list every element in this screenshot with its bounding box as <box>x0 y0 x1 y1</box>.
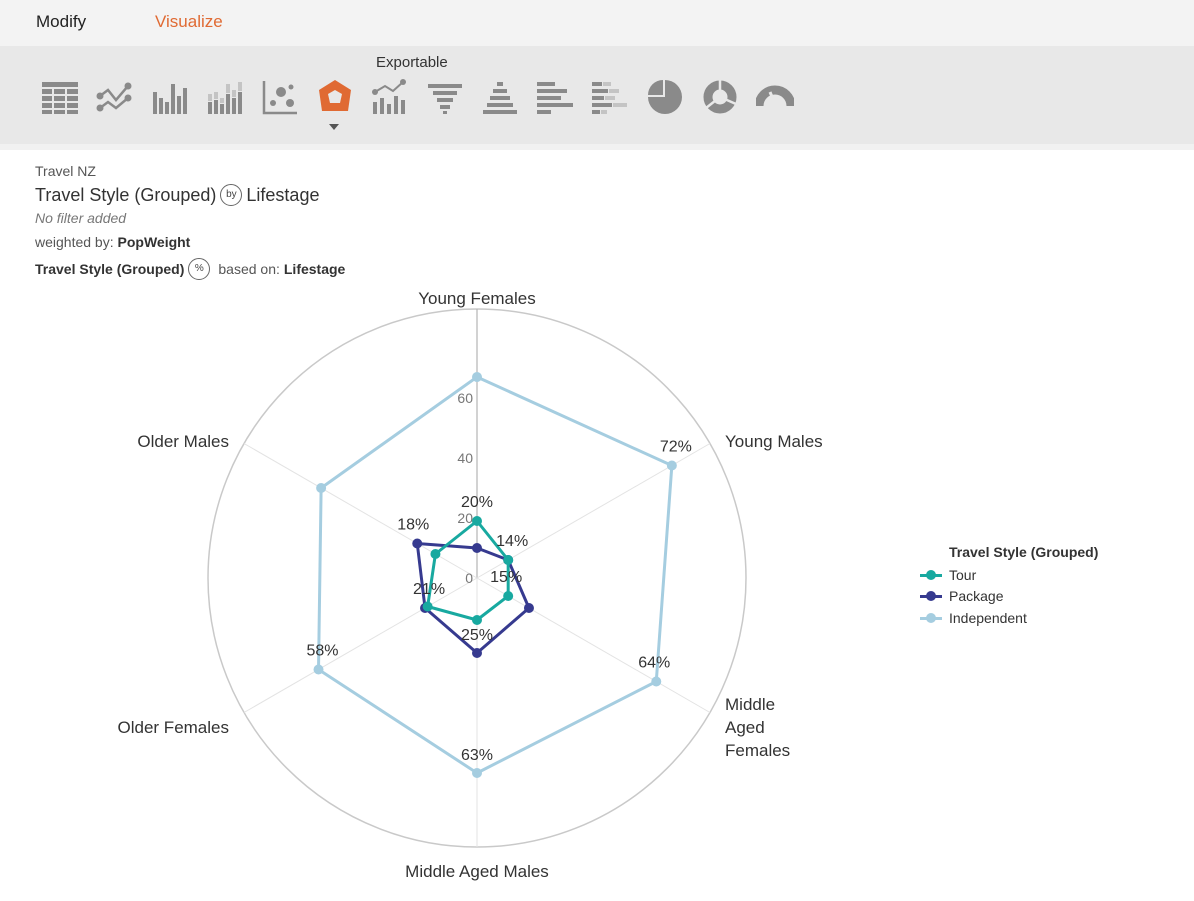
data-label: 18% <box>397 517 429 534</box>
legend-item-tour[interactable]: Tour <box>920 564 1098 586</box>
radar-spoke <box>476 577 711 713</box>
legend-label: Independent <box>949 609 1027 626</box>
radar-icon[interactable] <box>316 78 354 116</box>
by-swap-icon[interactable]: by <box>220 184 243 206</box>
data-point-tour <box>503 591 514 601</box>
data-label: 72% <box>660 439 692 456</box>
tab-visualize[interactable]: Visualize <box>155 12 223 31</box>
data-point-independent <box>313 664 324 675</box>
data-point-tour <box>430 549 441 559</box>
data-point-independent <box>472 372 482 382</box>
based-on-variable[interactable]: Lifestage <box>283 261 346 277</box>
toolbar-divider <box>0 144 1194 150</box>
data-label: 14% <box>496 533 528 550</box>
percent-swap-icon[interactable]: % <box>188 258 211 280</box>
chart-heading: Travel Style (Grouped) by Lifestage <box>35 184 319 206</box>
category-label: Middle Aged Females <box>725 695 790 760</box>
data-point-independent <box>472 768 482 778</box>
data-label: 15% <box>490 569 522 586</box>
radar-spoke <box>243 443 478 579</box>
weight-line: weighted by: PopWeight <box>35 234 190 250</box>
data-point-package <box>523 603 534 613</box>
combo-chart-icon[interactable] <box>371 78 409 116</box>
data-point-tour <box>422 601 433 612</box>
weighted-label: weighted by: <box>35 234 114 250</box>
legend-swatch <box>920 612 942 623</box>
legend-swatch <box>920 569 942 580</box>
gauge-icon[interactable] <box>756 78 794 116</box>
data-label: 20% <box>461 494 493 511</box>
chart-legend: Travel Style (Grouped) Tour Package Indepe… <box>920 544 1098 629</box>
category-label: Older Females <box>118 718 229 737</box>
legend-label: Package <box>949 588 1004 605</box>
scatter-icon[interactable] <box>261 78 299 116</box>
horizontal-bar-icon[interactable] <box>536 78 574 116</box>
legend-label: Tour <box>949 566 977 583</box>
data-label: 64% <box>638 655 670 672</box>
visualization-toolbar: Exportable <box>0 46 1194 144</box>
legend-title: Travel Style (Grouped) <box>949 544 1099 560</box>
percent-line: Travel Style (Grouped) % based on: Lifes… <box>35 258 345 280</box>
category-label: Young Males <box>725 432 823 451</box>
exportable-label: Exportable <box>376 54 448 71</box>
category-label: Middle Aged Males <box>405 862 549 881</box>
radial-tick-label: 60 <box>457 390 473 406</box>
table-icon[interactable] <box>41 78 79 116</box>
legend-item-package[interactable]: Package <box>920 586 1098 608</box>
chart-type-dropdown-caret[interactable] <box>329 124 339 130</box>
data-point-tour <box>472 516 482 526</box>
data-label: 21% <box>413 581 445 598</box>
data-point-package <box>472 543 482 553</box>
percent-variable[interactable]: Travel Style (Grouped) <box>35 261 185 277</box>
stacked-bar-icon[interactable] <box>206 78 244 116</box>
data-point-independent <box>316 483 327 493</box>
radial-tick-label: 40 <box>457 450 473 466</box>
data-point-independent <box>666 460 677 471</box>
radial-tick-label: 0 <box>465 570 473 586</box>
stacked-horizontal-bar-icon[interactable] <box>591 78 629 116</box>
data-label: 58% <box>307 643 339 660</box>
data-label: 25% <box>461 627 493 644</box>
dataset-name: Travel NZ <box>35 163 96 179</box>
filter-status: No filter added <box>35 210 127 226</box>
radial-tick-label: 20 <box>457 510 473 526</box>
data-point-package <box>472 648 482 658</box>
row-variable[interactable]: Travel Style (Grouped) <box>35 184 217 205</box>
line-chart-icon[interactable] <box>96 78 134 116</box>
legend-item-independent[interactable]: Independent <box>920 607 1098 629</box>
legend-swatch <box>920 591 942 602</box>
data-label: 63% <box>461 747 493 764</box>
pyramid-icon[interactable] <box>481 78 519 116</box>
data-point-independent <box>651 676 662 687</box>
data-point-tour <box>472 615 482 625</box>
donut-icon[interactable] <box>701 78 739 116</box>
based-on-label: based on: <box>218 261 280 277</box>
top-tab-bar: Modify Visualize <box>0 0 1194 46</box>
funnel-icon[interactable] <box>426 78 464 116</box>
pie-icon[interactable] <box>646 78 684 116</box>
category-label: Young Females <box>418 289 536 308</box>
bar-chart-icon[interactable] <box>151 78 189 116</box>
data-point-tour <box>503 555 514 565</box>
radar-spoke <box>243 577 478 713</box>
data-point-package <box>412 538 423 549</box>
weight-variable[interactable]: PopWeight <box>117 234 191 250</box>
category-label: Older Males <box>137 432 229 451</box>
column-variable[interactable]: Lifestage <box>246 184 320 205</box>
tab-modify[interactable]: Modify <box>36 12 87 31</box>
